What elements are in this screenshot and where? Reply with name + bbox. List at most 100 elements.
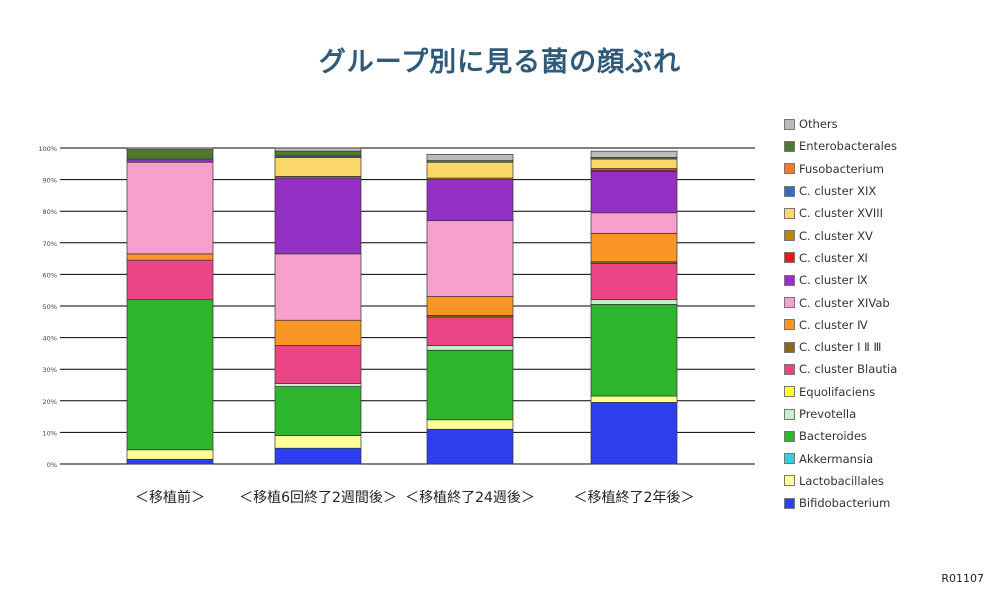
legend-label: C. cluster Ⅳ [799,317,868,332]
legend-item: Others [784,113,897,135]
legend-item: C. cluster Ⅺ [784,247,897,269]
chart-bars [126,147,678,465]
bar-segment [126,253,214,261]
legend-label: C. cluster Blautia [799,362,898,377]
bar-segment [590,304,678,397]
bar-segment [590,150,678,158]
legend-item: C. cluster XV [784,224,897,246]
x-category-label: ＜移植前＞ [135,489,205,506]
bar-segment [274,386,362,436]
legend-label: C. cluster XIX [799,184,877,199]
bar-segment [126,161,214,255]
bar-segment [274,147,362,152]
legend-label: Others [799,117,838,132]
legend-swatch [784,163,795,175]
bar-segment [426,316,514,346]
legend-label: Equolifaciens [799,384,876,399]
bar-segment [426,161,514,179]
bar-segment [426,220,514,297]
legend-item: C. cluster Ⅰ Ⅱ Ⅲ [784,336,897,358]
x-category-label: ＜移植終了2年後＞ [574,490,695,506]
legend-label: C. cluster Ⅸ [799,273,868,288]
y-tick-label: 50% [43,303,57,311]
legend-item: Prevotella [784,403,897,425]
bar-segment [426,296,514,316]
bar-segment [426,419,514,430]
legend-item: C. cluster Ⅸ [784,269,897,291]
legend-swatch [784,497,795,509]
chart-legend: Others Enterobacterales Fusobacterium C. cl… [784,113,897,514]
bar-segment [590,212,678,234]
legend-item: Bacteroides [784,425,897,447]
page-title: グループ別に見る菌の顔ぶれ [318,47,682,78]
legend-item: C. cluster Ⅳ [784,314,897,336]
legend-item: Enterobacterales [784,135,897,157]
y-tick-label: 10% [43,429,57,437]
bar-segment [426,345,514,351]
legend-swatch [784,341,795,353]
bar-segment [426,153,514,161]
bar-segment [274,435,362,449]
x-category-label: ＜移植6回終了2週間後＞ [239,490,397,506]
legend-item: C. cluster Blautia [784,358,897,380]
bar-segment [126,299,214,451]
legend-swatch [784,430,795,442]
y-tick-label: 60% [43,271,57,279]
bar-segment [274,157,362,177]
y-tick-label: 0% [47,461,57,469]
bar-segment [126,259,214,301]
bar-segment [590,402,678,465]
y-tick-label: 80% [43,208,57,216]
bar-segment [126,149,214,160]
legend-label: Prevotella [799,407,857,421]
legend-item: Bifidobacterium [784,492,897,514]
legend-swatch [784,475,795,487]
legend-label: C. cluster Ⅰ Ⅱ Ⅲ [799,340,882,355]
y-tick-label: 90% [43,177,57,185]
bar-segment [126,458,214,465]
bar-segment [274,319,362,346]
legend-item: Lactobacillales [784,470,897,492]
y-tick-label: 30% [43,366,57,374]
legend-swatch [784,319,795,331]
bar-segment [274,253,362,321]
legend-label: Bifidobacterium [799,496,891,511]
legend-label: C. cluster XIVab [799,295,890,310]
legend-item: C. cluster XIX [784,180,897,202]
legend-label: Bacteroides [799,429,867,444]
legend-label: Akkermansia [799,451,874,466]
legend-swatch [784,230,795,242]
legend-item: C. cluster XIVab [784,291,897,313]
bar-segment [274,150,362,157]
legend-label: C. cluster Ⅺ [799,250,868,265]
legend-swatch [784,453,795,465]
bar-segment [274,383,362,387]
y-tick-label: 20% [43,398,57,406]
legend-swatch [784,140,795,152]
legend-swatch [784,363,795,375]
bar-segment [590,232,678,263]
legend-swatch [784,252,795,264]
legend-item: C. cluster XVIII [784,202,897,224]
legend-label: Enterobacterales [799,139,897,154]
bar-segment [590,262,678,301]
legend-label: Fusobacterium [799,161,884,176]
legend-label: Lactobacillales [799,473,884,488]
legend-swatch [784,207,795,219]
bar-segment [126,449,214,460]
legend-swatch [784,297,795,309]
document-code: R01107 [941,572,984,585]
y-tick-label: 70% [43,240,57,248]
bar-segment [126,147,214,150]
bar-segment [426,428,514,465]
bar-segment [590,299,678,305]
legend-label: C. cluster XVIII [799,206,884,221]
legend-swatch [784,118,795,130]
legend-swatch [784,408,795,420]
legend-item: Equolifaciens [784,381,897,403]
y-tick-label: 40% [43,335,57,343]
bar-segment [126,158,214,163]
legend-swatch [784,185,795,197]
bar-segment [274,345,362,384]
